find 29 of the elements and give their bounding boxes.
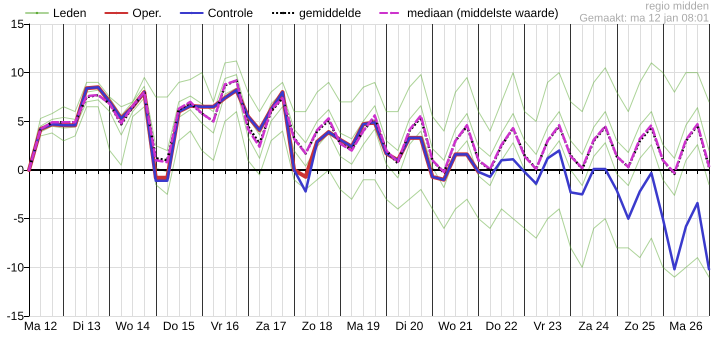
x-tick-label: Vr 16: [210, 319, 240, 333]
x-tick-label: Do 15: [162, 319, 196, 333]
x-tick-label: Ma 19: [346, 319, 380, 333]
legend-label: Controle: [208, 6, 254, 20]
x-tick-label: Ma 26: [669, 319, 703, 333]
x-tick-label: Wo 21: [438, 319, 473, 333]
annotation: Gemaakt: ma 12 jan 08:01: [579, 12, 709, 24]
x-tick-label: Do 22: [486, 319, 518, 333]
x-tick-label: Vr 23: [534, 319, 562, 333]
y-tick-label: 15: [10, 17, 24, 31]
y-tick-label: 0: [17, 163, 24, 177]
x-tick-label: Ma 12: [24, 319, 58, 333]
y-tick-label: -10: [6, 260, 24, 274]
x-tick-label: Di 13: [72, 319, 101, 333]
x-tick-label: Di 20: [395, 319, 424, 333]
y-tick-label: -15: [6, 309, 24, 323]
x-tick-label: Zo 18: [302, 319, 333, 333]
legend-label: gemiddelde: [299, 6, 362, 20]
legend-label: Oper.: [132, 6, 162, 20]
y-tick-label: -5: [13, 212, 24, 226]
x-tick-label: Wo 14: [115, 319, 150, 333]
y-tick-label: 10: [10, 66, 24, 80]
x-tick-label: Zo 25: [624, 319, 656, 333]
x-tick-label: Za 17: [256, 319, 287, 333]
y-tick-label: 5: [17, 114, 24, 128]
x-tick-label: Za 24: [578, 319, 610, 333]
text: regio midden: [645, 0, 709, 12]
legend-label: mediaan (middelste waarde): [407, 6, 559, 20]
legend-label: Leden: [53, 6, 86, 20]
